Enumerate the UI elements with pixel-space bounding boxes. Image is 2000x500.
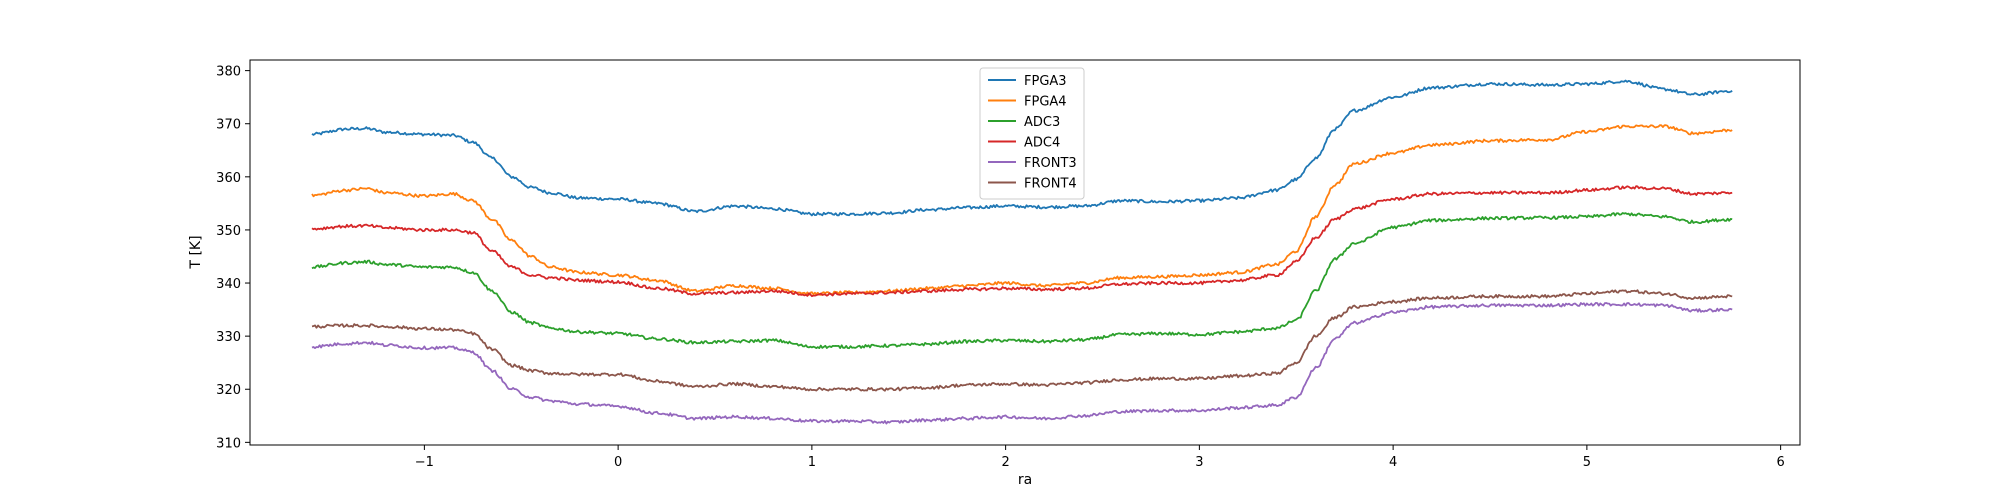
legend: FPGA3 FPGA4 ADC3 ADC4 FRONT3 FRONT4 [979,67,1085,200]
x-tick-label: 6 [1776,455,1784,470]
y-tick-label: 320 [216,383,241,398]
series-line-front4 [311,289,1733,392]
x-tick-label: −1 [415,455,434,470]
y-tick-label: 360 [216,171,241,186]
y-tick-label: 370 [216,118,241,133]
x-tick-label: 4 [1389,455,1397,470]
legend-label: ADC4 [1024,136,1060,151]
x-tick-label: 3 [1195,455,1203,470]
y-axis: 310 320 330 340 350 360 370 380 [216,65,250,451]
x-tick-label: 1 [808,455,816,470]
series-layer [311,79,1733,425]
series-line-fpga3 [311,79,1733,217]
plot-frame [249,59,1801,446]
x-axis-label: ra [1018,472,1032,488]
y-tick-label: 380 [216,65,241,80]
y-axis-label: T [K] [188,235,204,269]
series-line-fpga4 [311,124,1733,296]
x-tick-label: 5 [1583,455,1591,470]
x-tick-label: 2 [1001,455,1009,470]
y-tick-label: 340 [216,277,241,292]
legend-label: FRONT3 [1024,156,1077,171]
series-line-front3 [311,301,1733,425]
x-tick-label: 0 [614,455,622,470]
y-tick-label: 350 [216,224,241,239]
legend-label: FPGA4 [1024,95,1067,110]
y-tick-label: 330 [216,330,241,345]
legend-label: ADC3 [1024,115,1060,130]
legend-label: FPGA3 [1024,74,1067,89]
series-line-adc4 [311,185,1733,298]
series-line-adc3 [311,212,1733,350]
x-axis: −1 0 1 2 3 4 5 6 [415,445,1785,470]
legend-label: FRONT4 [1024,177,1077,192]
y-tick-label: 310 [216,436,241,451]
